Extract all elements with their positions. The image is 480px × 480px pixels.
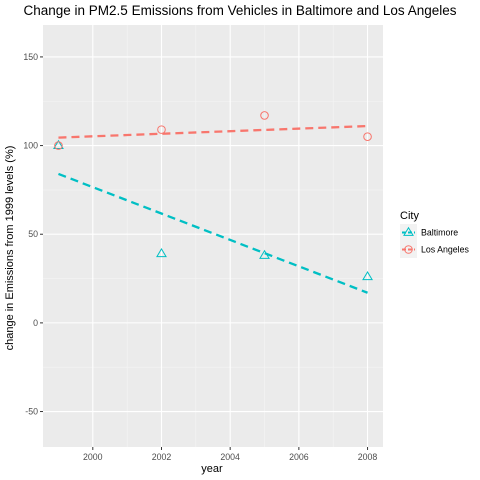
trend-lines: [58, 124, 368, 294]
x-tick-label: 2006: [289, 452, 309, 462]
y-tick-label: 150: [23, 52, 38, 62]
legend-label-los-angeles: Los Angeles: [421, 245, 470, 255]
x-axis: 2000 2002 2004 2006 2008: [83, 447, 377, 462]
y-tick-label: 50: [28, 229, 38, 239]
y-tick-label: 0: [33, 318, 38, 328]
point-los-angeles: [363, 132, 372, 142]
x-tick-label: 2004: [220, 452, 240, 462]
point-baltimore: [259, 249, 270, 259]
point-los-angeles: [157, 125, 166, 134]
x-tick-label: 2000: [83, 452, 103, 462]
y-tick-label: 100: [23, 141, 38, 151]
plot-panel: [43, 25, 383, 447]
trend-line-baltimore: [58, 172, 368, 294]
legend-title: City: [400, 210, 419, 222]
point-los-angeles: [260, 111, 269, 120]
x-tick-label: 2008: [358, 452, 378, 462]
legend-marker-baltimore: [403, 226, 414, 236]
legend-marker-los-angeles: [404, 245, 413, 254]
data-points: [53, 111, 373, 281]
chart-title: Change in PM2.5 Emissions from Vehicles …: [24, 3, 457, 18]
point-baltimore: [362, 271, 373, 281]
point-baltimore: [53, 139, 64, 149]
legend: City Baltimore Los Angeles: [400, 210, 470, 258]
point-baltimore: [156, 247, 167, 258]
y-axis-title: change in Emissions from 1999 levels (%): [4, 146, 16, 351]
point-los-angeles: [54, 141, 63, 150]
x-tick-label: 2002: [152, 452, 172, 462]
y-axis: -50 0 50 100 150: [23, 52, 43, 417]
grid-major: [43, 25, 383, 447]
y-tick-label: -50: [25, 407, 38, 417]
x-axis-title: year: [201, 463, 223, 475]
legend-label-baltimore: Baltimore: [421, 228, 458, 238]
